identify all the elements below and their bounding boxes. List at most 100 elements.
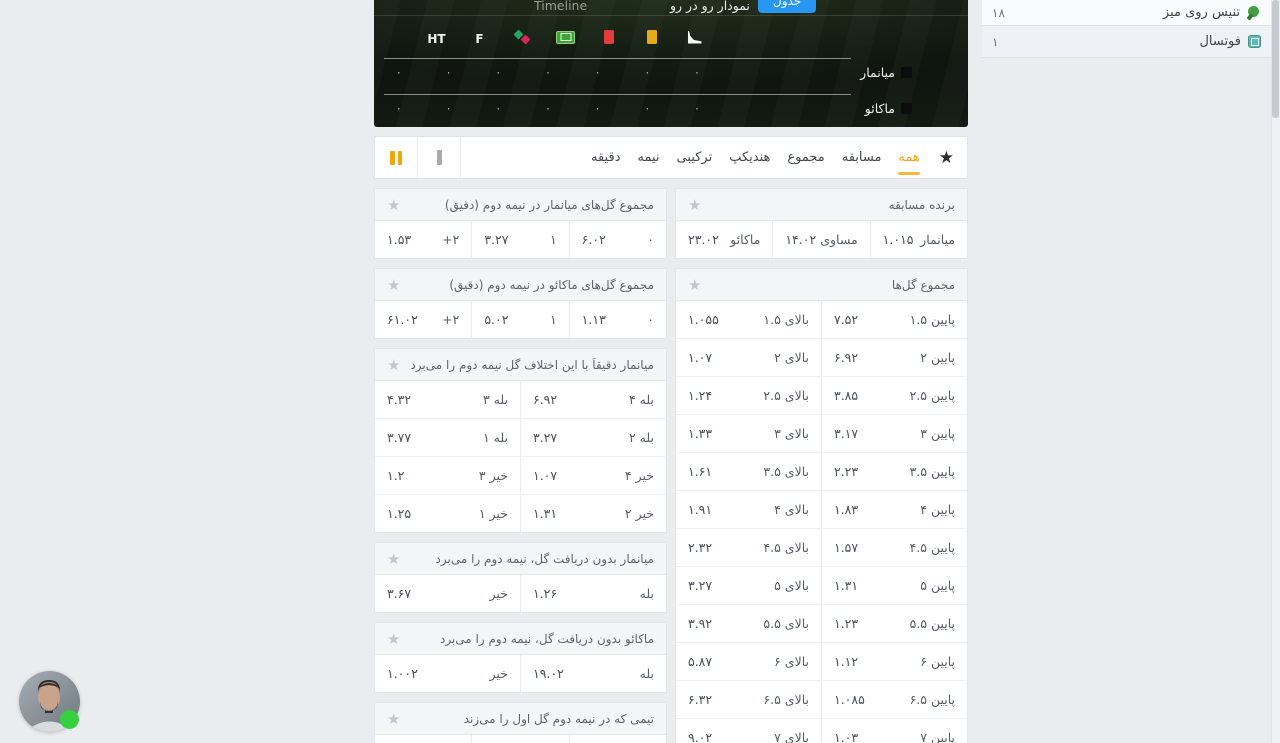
- support-chat-widget[interactable]: [19, 671, 80, 732]
- odds-cell[interactable]: پایین ۴.۵ ۱.۵۷: [822, 529, 967, 566]
- odds-cell[interactable]: بالای ۴ ۱.۹۱: [676, 491, 822, 528]
- favorite-star-icon[interactable]: ★: [387, 275, 401, 294]
- odds-cell[interactable]: پایین ۳ ۳.۱۷: [822, 415, 967, 452]
- favorite-star-icon[interactable]: ★: [688, 195, 702, 214]
- outcome-label: بالای ۶: [774, 654, 809, 669]
- diamonds-icon: [514, 30, 531, 48]
- odds-cell[interactable]: [375, 735, 473, 743]
- filter-tab-item[interactable]: دقیقه: [591, 150, 621, 165]
- odds-cell[interactable]: ۰ ۶.۰۲: [570, 221, 666, 258]
- odds-cell[interactable]: پایین ۲.۵ ۳.۸۵: [822, 377, 967, 414]
- odds-cell[interactable]: پایین ۷ ۱.۰۳: [822, 719, 967, 743]
- odds-cell[interactable]: بالای ۶.۵ ۶.۳۲: [676, 681, 822, 718]
- odds-cell[interactable]: پایین ۱.۵ ۷.۵۲: [822, 301, 967, 338]
- odds-cell[interactable]: پایین ۳.۵ ۲.۲۳: [822, 453, 967, 490]
- favorites-star-icon[interactable]: ★: [938, 147, 954, 168]
- pause-button[interactable]: [375, 137, 418, 178]
- outcome-odds: ۱.۰۸۵: [834, 692, 865, 707]
- odds-cell[interactable]: بله ۲ ۳.۲۷: [521, 419, 666, 456]
- odds-cell[interactable]: خیر ۱ ۱.۲۵: [375, 495, 521, 532]
- odds-cell[interactable]: بالای ۵.۵ ۳.۹۲: [676, 605, 822, 642]
- team-stat-values: ۰ ۰ ۰ ۰ ۰ ۰ ۰: [374, 66, 722, 79]
- outcome-odds: ۱.۵۳: [387, 232, 412, 247]
- odds-cell[interactable]: میانمار ۱.۰۱۵: [871, 221, 967, 258]
- odds-cell[interactable]: بله ۱.۲۶: [521, 575, 666, 612]
- odds-cell[interactable]: مساوی ۱۴.۰۲: [773, 221, 871, 258]
- panel-tab[interactable]: جدول: [758, 0, 817, 13]
- odds-cell[interactable]: خیر ۲ ۱.۳۱: [521, 495, 666, 532]
- odds-cell[interactable]: ۱ ۵.۰۲: [472, 301, 570, 338]
- odds-cell[interactable]: بله ۴ ۶.۹۲: [521, 381, 666, 418]
- odds-cell[interactable]: پایین ۶ ۱.۱۲: [822, 643, 967, 680]
- filter-tab-item[interactable]: مجموع: [787, 150, 825, 165]
- bar-icon: [436, 150, 442, 165]
- odds-cell[interactable]: خیر ۱.۰۰۲: [375, 655, 521, 692]
- filter-tab-item[interactable]: ترکیبی: [676, 150, 713, 165]
- odds-cell[interactable]: خیر ۳ ۱.۲: [375, 457, 521, 494]
- odds-cell[interactable]: پایین ۲ ۶.۹۲: [822, 339, 967, 376]
- odds-cell[interactable]: ۰ ۱.۱۳: [570, 301, 666, 338]
- market-row: ۰ ۱.۱۳ ۱ ۵.۰۲ +۲ ۶۱.۰۲: [375, 301, 666, 338]
- outcome-odds: ۲.۳۲: [688, 540, 713, 555]
- odds-cell[interactable]: خیر ۳.۶۷: [375, 575, 521, 612]
- market-row: ۰ ۶.۰۲ ۱ ۳.۲۷ +۲ ۱.۵۳: [375, 221, 666, 258]
- outcome-label: بالای ۵: [774, 578, 809, 593]
- market-filter-bar: ★ همه مسابقه مجموع هندیکپ ترکیبی نیمه دقیقه: [374, 136, 968, 179]
- favorite-star-icon[interactable]: ★: [387, 549, 401, 568]
- outcome-odds: ۲۳.۰۲: [688, 232, 719, 247]
- favorite-star-icon[interactable]: ★: [688, 275, 702, 294]
- outcome-odds: ۳.۲۷: [484, 232, 509, 247]
- panel-tab[interactable]: Timeline: [534, 0, 588, 13]
- odds-cell[interactable]: بالای ۳ ۱.۳۳: [676, 415, 822, 452]
- odds-cell[interactable]: ۱ ۳.۲۷: [472, 221, 570, 258]
- diamonds-icon: [514, 30, 531, 45]
- odds-cell[interactable]: بالای ۵ ۳.۲۷: [676, 567, 822, 604]
- stat-value: ۰: [395, 102, 402, 115]
- filter-tab-item[interactable]: نیمه: [637, 150, 660, 165]
- sidebar-item[interactable]: فوتسال ۱: [982, 26, 1271, 58]
- markets-columns: برنده مسابقه ★ میانمار ۱.۰۱۵ مساوی ۱۴.۰۲ ماکائ…: [374, 188, 968, 743]
- favorite-star-icon[interactable]: ★: [387, 629, 401, 648]
- page-scrollbar: [1271, 0, 1280, 743]
- odds-cell[interactable]: پایین ۵.۵ ۱.۲۳: [822, 605, 967, 642]
- panel-tab[interactable]: نمودار رو در رو: [670, 0, 750, 13]
- market-card: مجموع گل‌ها ★ پایین ۱.۵ ۷.۵۲ بالای ۱.۵ ۱.۰۵۵ پ…: [675, 268, 968, 743]
- market-row: پایین ۴.۵ ۱.۵۷ بالای ۴.۵ ۲.۳۲: [676, 528, 967, 566]
- outcome-label: خیر: [489, 586, 508, 601]
- odds-cell[interactable]: بالای ۱.۵ ۱.۰۵۵: [676, 301, 822, 338]
- team-block: میانمار: [860, 65, 912, 80]
- odds-cell[interactable]: ماکائو ۲۳.۰۲: [676, 221, 774, 258]
- odds-cell[interactable]: بالای ۴.۵ ۲.۳۲: [676, 529, 822, 566]
- stat-value: ۰: [445, 102, 452, 115]
- odds-cell[interactable]: بله ۱ ۳.۷۷: [375, 419, 521, 456]
- filter-tab-item[interactable]: هندیکپ: [729, 150, 771, 165]
- odds-cell[interactable]: [472, 735, 570, 743]
- odds-cell[interactable]: [570, 735, 666, 743]
- odds-cell[interactable]: بله ۳ ۴.۳۲: [375, 381, 521, 418]
- outcome-odds: ۱.۲۶: [533, 586, 558, 601]
- odds-cell[interactable]: بالای ۳.۵ ۱.۶۱: [676, 453, 822, 490]
- outcome-label: میانمار: [920, 232, 955, 247]
- favorite-star-icon[interactable]: ★: [387, 195, 401, 214]
- odds-cell[interactable]: بالای ۲.۵ ۱.۲۴: [676, 377, 822, 414]
- odds-cell[interactable]: پایین ۵ ۱.۳۱: [822, 567, 967, 604]
- odds-cell[interactable]: پایین ۶.۵ ۱.۰۸۵: [822, 681, 967, 718]
- odds-cell[interactable]: بله ۱۹.۰۲: [521, 655, 666, 692]
- favorite-star-icon[interactable]: ★: [387, 709, 401, 728]
- odds-cell[interactable]: +۲ ۱.۵۳: [375, 221, 473, 258]
- scrollbar-thumb[interactable]: [1272, 0, 1279, 118]
- odds-cell[interactable]: پایین ۴ ۱.۸۳: [822, 491, 967, 528]
- market-card: مجموع گل‌های ماکائو در نیمه دوم (دقیق) ★ ۰…: [374, 268, 667, 339]
- odds-cell[interactable]: بالای ۲ ۱.۰۷: [676, 339, 822, 376]
- odds-cell[interactable]: بالای ۷ ۹.۰۲: [676, 719, 822, 743]
- collapse-button[interactable]: [418, 137, 461, 178]
- favorite-star-icon[interactable]: ★: [387, 355, 401, 374]
- odds-cell[interactable]: خیر ۴ ۱.۰۷: [521, 457, 666, 494]
- filter-tab-active[interactable]: همه: [898, 150, 921, 175]
- market-row: پایین ۲ ۶.۹۲ بالای ۲ ۱.۰۷: [676, 338, 967, 376]
- odds-cell[interactable]: +۲ ۶۱.۰۲: [375, 301, 473, 338]
- filter-tab-item[interactable]: مسابقه: [841, 150, 882, 165]
- sidebar-item[interactable]: تنیس روی میز ۱۸: [982, 0, 1271, 26]
- odds-cell[interactable]: بالای ۶ ۵.۸۷: [676, 643, 822, 680]
